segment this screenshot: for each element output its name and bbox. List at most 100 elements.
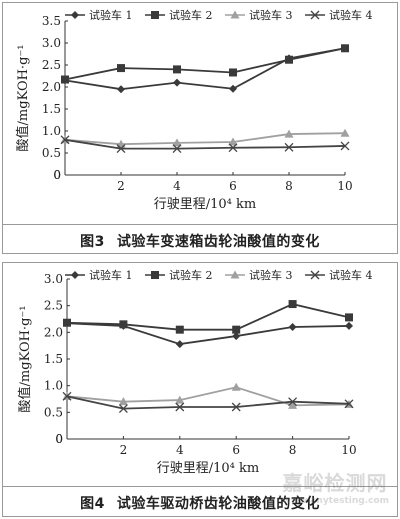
fig4-legend-entry: 试验车 1 [65,268,133,282]
fig4-series-point [175,325,184,334]
fig4-series-point [231,382,241,391]
fig3-y-tick-label: 3.0 [42,36,61,50]
fig4-series-2 [63,300,353,334]
fig3-series-line [64,47,346,81]
fig3-x-tick-label: 2 [117,179,125,193]
fig3-series-point [341,44,349,53]
fig3-series-1 [61,44,349,94]
fig3-series-point [229,84,237,93]
fig3-series-line [64,138,346,150]
fig3-series-point [284,142,294,152]
fig4-legend-marker [151,271,159,279]
fig3-y-tick-label: 2.0 [42,80,61,94]
fig3-legend-entry: 试验车 2 [145,8,213,22]
fig3-series-point [172,138,182,147]
fig4-y-tick-label: 0 [55,432,63,446]
fig4-y-tick-label: 3.0 [44,272,63,286]
fig4-y-tick-label: 1.0 [44,379,63,393]
watermark-url: www.anytesting.com [282,496,389,506]
fig4-series-line [66,322,350,345]
fig4-series-point [63,318,71,327]
fig4-legend-marker [71,271,79,279]
fig4-series-point [118,404,128,414]
fig4-x-tick-label-origin: 0 [55,432,63,446]
fig4-series-point [175,402,185,412]
fig3-series-point [116,144,126,154]
fig3-legend-label: 试验车 3 [249,8,293,22]
fig3-y-tick-label: 3.5 [42,14,61,28]
figure-4-title: 试验车驱动桥齿轮油酸值的变化 [116,496,320,512]
fig4-legend-entry: 试验车 2 [145,268,213,282]
fig4-y-tick-label: 2.0 [44,325,63,339]
fig4-legend-label: 试验车 4 [329,268,373,282]
fig4-series-point [345,321,353,330]
figure-3-number: 图3 [80,234,105,250]
fig4-legend-label: 试验车 2 [169,268,213,282]
figure-3-caption: 图3 试验车变速箱齿轮油酸值的变化 [3,224,397,251]
fig4-x-tick-label: 6 [232,443,240,457]
fig3-x-tick-label: 4 [173,179,181,193]
fig4-series-point [119,320,128,329]
fig3-legend-label: 试验车 4 [329,8,373,22]
fig3-series-point [172,144,182,154]
fig4-series-point [345,313,353,322]
fig4-series-point [344,399,354,409]
figure-4-caption: 图4 试验车驱动桥齿轮油酸值的变化 [3,486,397,513]
fig3-series-point [228,143,238,153]
fig4-series-point [288,300,297,309]
fig4-legend-marker [310,270,320,280]
fig4-series-point [232,332,241,341]
fig3-x-tick-label: 10 [337,179,352,193]
fig3-y-tick-label: 2.5 [42,58,61,72]
fig3-series-point [61,75,69,84]
fig3-legend-label: 试验车 2 [169,8,213,22]
fig4-series-line [66,386,350,407]
fig4-legend-marker [230,270,240,279]
fig4-x-axis-label: 行驶里程/10⁴ km [157,461,259,476]
figure-3-panel: 0 0.5 1.0 1.5 2.0 2.5 3.0 3.5 2 4 6 8 10 0 行驶里程/10⁴ km… [2,2,398,254]
fig3-series-point [229,68,237,77]
fig3-series-line [64,47,346,91]
fig4-series-point [288,400,298,409]
fig4-series-4 [62,391,354,414]
fig3-y-axis-label: 酸值/mgKOH·g⁻¹ [15,45,31,152]
fig4-x-tick-label: 10 [341,443,356,457]
fig4-series-point [288,397,298,407]
figure-4-number: 图4 [80,496,105,512]
fig3-y-tick-label: 0 [53,168,61,182]
fig4-series-line [66,395,350,410]
watermark-text: 嘉峪检测网 [282,471,388,495]
fig3-legend-entry: 试验车 4 [305,8,373,22]
fig3-legend-label: 试验车 1 [89,8,133,22]
fig4-series-point [175,395,185,404]
fig3-x-tick-label-origin: 0 [53,168,61,182]
fig3-series-2 [61,44,349,84]
fig4-legend-label: 试验车 1 [89,268,133,282]
fig3-series-point [60,135,70,145]
fig4-y-tick-label: 1.5 [44,352,63,366]
fig4-series-point [175,340,184,349]
fig4-series-point [118,397,128,406]
fig4-y-tick-label: 0.5 [44,405,63,419]
fig4-series-line [66,303,350,331]
fig3-series-point [117,85,125,94]
fig4-x-tick-label: 2 [120,443,128,457]
fig3-legend-marker [310,10,320,20]
fig3-series-point [173,78,181,87]
fig4-series-point [62,391,72,401]
fig3-y-tick-label: 1.0 [42,124,61,138]
fig3-series-4 [60,135,350,154]
fig4-y-tick-label: 2.5 [44,299,63,313]
fig3-series-line [64,132,346,146]
figure-3-title: 试验车变速箱齿轮油酸值的变化 [116,234,320,250]
fig3-y-tick-label: 1.5 [42,102,61,116]
fig3-series-point [284,129,294,138]
fig3-legend-marker [230,10,240,19]
fig3-legend-marker [151,11,159,19]
fig3-series-3 [60,128,350,148]
fig3-x-tick-label: 6 [229,179,237,193]
fig3-series-point [173,65,181,74]
fig3-legend-marker [71,11,79,19]
fig3-series-point [228,137,238,146]
